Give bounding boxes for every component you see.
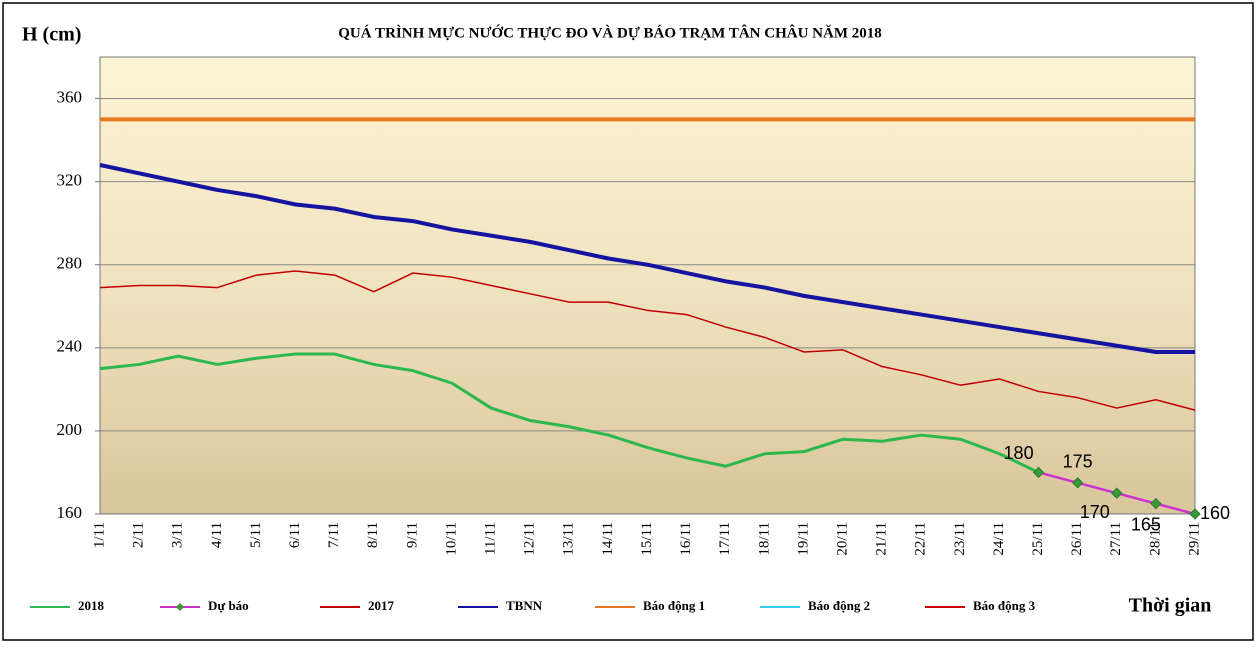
y-tick-label: 280 xyxy=(57,254,83,273)
x-tick-label: 26/11 xyxy=(1069,522,1085,556)
x-tick-label: 27/11 xyxy=(1108,522,1124,556)
marker xyxy=(1032,466,1045,479)
series-line xyxy=(99,352,1040,474)
x-tick-label: 12/11 xyxy=(522,522,538,556)
legend-label: Báo động 1 xyxy=(643,598,705,613)
legend-label: 2018 xyxy=(78,598,105,613)
x-tick-label: 22/11 xyxy=(913,522,929,556)
x-tick-label: 16/11 xyxy=(678,522,694,556)
legend-label: TBNN xyxy=(506,598,543,613)
legend-label: 2017 xyxy=(368,598,395,613)
x-tick-label: 28/11 xyxy=(1147,522,1163,556)
x-axis-label: Thời gian xyxy=(1129,595,1212,617)
data-label: 165 xyxy=(1131,514,1161,534)
x-tick-label: 7/11 xyxy=(326,522,342,548)
x-tick-label: 20/11 xyxy=(834,522,850,556)
y-axis-label: H (cm) xyxy=(22,24,81,46)
x-tick-label: 13/11 xyxy=(561,522,577,556)
series-line xyxy=(99,270,1196,411)
x-tick-label: 8/11 xyxy=(365,522,381,548)
x-tick-label: 29/11 xyxy=(1186,522,1202,556)
legend-label: Báo động 3 xyxy=(973,598,1036,613)
x-tick-label: 21/11 xyxy=(874,522,890,556)
marker xyxy=(1150,497,1162,510)
series-line xyxy=(99,163,1195,354)
x-tick-label: 4/11 xyxy=(209,522,225,548)
x-tick-label: 9/11 xyxy=(404,522,420,548)
marker xyxy=(1111,487,1123,499)
x-tick-label: 6/11 xyxy=(287,522,303,548)
x-tick-label: 1/11 xyxy=(91,522,107,548)
plot-area xyxy=(99,56,1196,515)
x-tick-label: 23/11 xyxy=(952,522,968,556)
x-tick-label: 14/11 xyxy=(600,522,616,556)
y-tick-label: 360 xyxy=(57,87,83,106)
y-tick-label: 200 xyxy=(57,420,83,439)
x-tick-label: 10/11 xyxy=(443,522,459,556)
marker xyxy=(1071,477,1084,489)
x-tick-label: 3/11 xyxy=(170,522,186,548)
x-tick-label: 11/11 xyxy=(483,522,499,555)
data-label: 160 xyxy=(1200,503,1230,523)
x-tick-label: 15/11 xyxy=(639,522,655,556)
marker xyxy=(1189,508,1201,520)
y-tick-label: 160 xyxy=(57,503,83,522)
chart-title: QUÁ TRÌNH MỰC NƯỚC THỰC ĐO VÀ DỰ BÁO TRẠ… xyxy=(338,24,881,41)
x-tick-label: 2/11 xyxy=(131,522,147,548)
x-tick-label: 5/11 xyxy=(248,522,264,548)
x-tick-label: 24/11 xyxy=(991,522,1007,556)
x-tick-label: 19/11 xyxy=(795,522,811,556)
data-label: 175 xyxy=(1063,452,1093,472)
data-label: 180 xyxy=(1004,443,1034,463)
x-tick-label: 18/11 xyxy=(756,522,772,556)
y-tick-label: 240 xyxy=(57,337,83,356)
x-tick-label: 25/11 xyxy=(1030,522,1046,556)
y-tick-label: 320 xyxy=(57,171,83,190)
x-tick-label: 17/11 xyxy=(717,522,733,556)
data-label: 170 xyxy=(1080,502,1110,522)
legend-label: Báo động 2 xyxy=(808,598,870,613)
legend-marker xyxy=(176,603,184,611)
legend-label: Dự báo xyxy=(208,598,249,613)
